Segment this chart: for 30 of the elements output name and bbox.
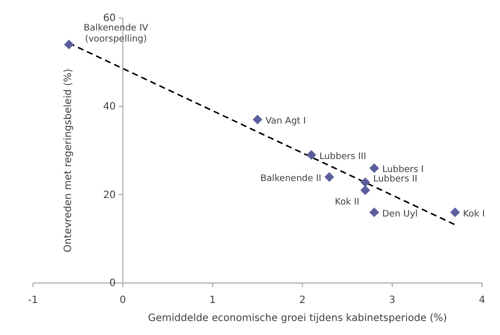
point [64, 40, 74, 50]
x-tick-label: 0 [120, 295, 126, 306]
x-tick-label: 3 [389, 295, 396, 306]
x-tick-label: 1 [209, 295, 216, 306]
point [306, 150, 316, 160]
x-axis-title: Gemiddelde economische groei tijdens kabinetsperiode (%) [148, 313, 448, 324]
annotation: Lubbers II [373, 174, 418, 184]
y-tick-label: 0 [109, 278, 116, 290]
y-axis-title: Ontevreden met regeringsbeleid (%) [62, 68, 74, 252]
annotation: Van Agt I [266, 116, 306, 127]
y-tick-label: 20 [103, 190, 116, 201]
y-tick-label: 40 [103, 102, 116, 113]
point [450, 207, 460, 218]
point [360, 185, 370, 196]
x-tick-label: 2 [299, 295, 306, 306]
point [252, 114, 262, 124]
annotation: Balkenende IV (voorspelling) [84, 24, 149, 44]
annotation: Lubbers I [382, 165, 424, 176]
point [369, 163, 380, 174]
point [324, 172, 334, 182]
annotation: Kok II [334, 197, 360, 208]
point [360, 177, 370, 188]
point [369, 207, 380, 218]
x-tick-label: -1 [28, 295, 38, 306]
y-tick-label: 60 [103, 13, 116, 24]
annotation: Den Uyl [382, 209, 418, 220]
annotation: Lubbers III [319, 152, 366, 162]
x-tick-label: 4 [478, 295, 486, 306]
annotation: Kok I [463, 209, 485, 220]
annotation: Balkenende II [260, 174, 322, 184]
